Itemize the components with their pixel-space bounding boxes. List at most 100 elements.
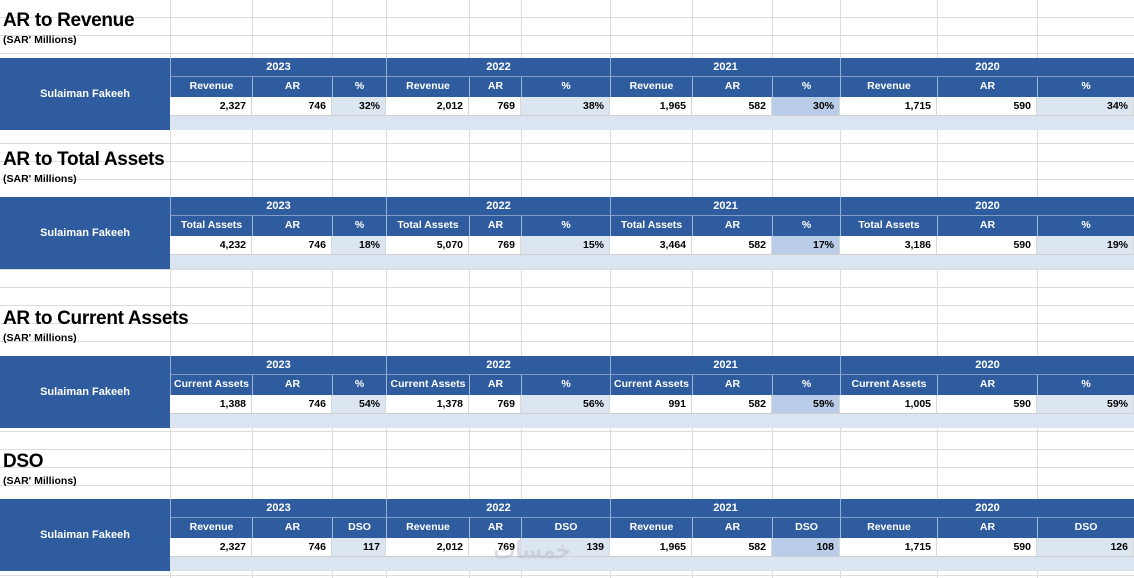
col-header-metric[interactable]: Revenue [170,518,252,538]
col-header-ar[interactable]: AR [252,518,332,538]
cell-ratio[interactable]: 54% [332,395,386,414]
col-header-metric[interactable]: Revenue [170,77,252,97]
col-header-metric[interactable]: Current Assets [610,375,692,395]
year-header-2021[interactable]: 2021 [610,58,840,77]
cell-metric[interactable]: 1,715 [840,97,937,116]
cell-ratio[interactable]: 139 [521,538,610,557]
year-header-2023[interactable]: 2023 [170,499,386,518]
col-header-metric[interactable]: Revenue [610,518,692,538]
cell-ratio[interactable]: 56% [521,395,610,414]
cell-metric[interactable]: 2,327 [170,97,252,116]
col-header-ratio[interactable]: % [1037,375,1134,395]
company-cell[interactable]: Sulaiman Fakeeh [0,499,170,571]
year-header-2023[interactable]: 2023 [170,58,386,77]
year-header-2023[interactable]: 2023 [170,197,386,216]
cell-metric[interactable]: 4,232 [170,236,252,255]
col-header-metric[interactable]: Current Assets [170,375,252,395]
col-header-metric[interactable]: Revenue [610,77,692,97]
col-header-ar[interactable]: AR [692,375,772,395]
col-header-ratio[interactable]: DSO [1037,518,1134,538]
col-header-ratio[interactable]: % [521,375,610,395]
col-header-ar[interactable]: AR [937,216,1037,236]
year-header-2020[interactable]: 2020 [840,197,1134,216]
cell-ar[interactable]: 582 [692,538,772,557]
col-header-ar[interactable]: AR [469,77,521,97]
company-cell[interactable]: Sulaiman Fakeeh [0,356,170,428]
cell-ratio[interactable]: 18% [332,236,386,255]
cell-ar[interactable]: 769 [469,538,521,557]
cell-ratio[interactable]: 19% [1037,236,1134,255]
cell-ar[interactable]: 746 [252,97,332,116]
col-header-ar[interactable]: AR [252,216,332,236]
col-header-metric[interactable]: Total Assets [610,216,692,236]
year-header-2022[interactable]: 2022 [386,499,610,518]
cell-metric[interactable]: 1,965 [610,97,692,116]
year-header-2021[interactable]: 2021 [610,499,840,518]
col-header-ratio[interactable]: DSO [521,518,610,538]
col-header-metric[interactable]: Total Assets [840,216,937,236]
cell-ar[interactable]: 582 [692,97,772,116]
cell-ratio[interactable]: 38% [521,97,610,116]
cell-ratio[interactable]: 126 [1037,538,1134,557]
col-header-ratio[interactable]: % [772,77,840,97]
col-header-ratio[interactable]: DSO [332,518,386,538]
year-header-2020[interactable]: 2020 [840,499,1134,518]
cell-metric[interactable]: 991 [610,395,692,414]
col-header-ar[interactable]: AR [252,375,332,395]
col-header-ar[interactable]: AR [692,216,772,236]
col-header-ar[interactable]: AR [937,77,1037,97]
col-header-ratio[interactable]: % [332,375,386,395]
cell-ratio[interactable]: 30% [772,97,840,116]
cell-ratio[interactable]: 15% [521,236,610,255]
cell-ratio[interactable]: 108 [772,538,840,557]
cell-ar[interactable]: 590 [937,236,1037,255]
col-header-metric[interactable]: Current Assets [386,375,469,395]
cell-metric[interactable]: 5,070 [386,236,469,255]
year-header-2022[interactable]: 2022 [386,58,610,77]
cell-metric[interactable]: 1,378 [386,395,469,414]
col-header-ratio[interactable]: % [1037,77,1134,97]
cell-ratio[interactable]: 17% [772,236,840,255]
col-header-metric[interactable]: Revenue [840,77,937,97]
year-header-2021[interactable]: 2021 [610,356,840,375]
col-header-ar[interactable]: AR [692,518,772,538]
cell-ratio[interactable]: 59% [1037,395,1134,414]
cell-ar[interactable]: 590 [937,97,1037,116]
company-cell[interactable]: Sulaiman Fakeeh [0,58,170,130]
year-header-2020[interactable]: 2020 [840,58,1134,77]
col-header-ratio[interactable]: % [1037,216,1134,236]
cell-ratio[interactable]: 32% [332,97,386,116]
col-header-metric[interactable]: Total Assets [170,216,252,236]
cell-ar[interactable]: 590 [937,538,1037,557]
cell-ar[interactable]: 746 [252,395,332,414]
cell-metric[interactable]: 2,012 [386,97,469,116]
col-header-ar[interactable]: AR [937,518,1037,538]
col-header-metric[interactable]: Current Assets [840,375,937,395]
cell-metric[interactable]: 1,388 [170,395,252,414]
year-header-2020[interactable]: 2020 [840,356,1134,375]
cell-ar[interactable]: 582 [692,395,772,414]
cell-metric[interactable]: 1,715 [840,538,937,557]
cell-ratio[interactable]: 59% [772,395,840,414]
cell-ar[interactable]: 582 [692,236,772,255]
year-header-2021[interactable]: 2021 [610,197,840,216]
col-header-ratio[interactable]: DSO [772,518,840,538]
col-header-metric[interactable]: Total Assets [386,216,469,236]
col-header-ar[interactable]: AR [469,518,521,538]
col-header-ar[interactable]: AR [937,375,1037,395]
col-header-ratio[interactable]: % [521,77,610,97]
company-cell[interactable]: Sulaiman Fakeeh [0,197,170,269]
col-header-ratio[interactable]: % [332,216,386,236]
cell-ar[interactable]: 769 [469,395,521,414]
cell-metric[interactable]: 3,464 [610,236,692,255]
cell-ar[interactable]: 746 [252,236,332,255]
year-header-2022[interactable]: 2022 [386,356,610,375]
cell-ar[interactable]: 769 [469,236,521,255]
col-header-ar[interactable]: AR [469,375,521,395]
col-header-ar[interactable]: AR [469,216,521,236]
cell-ar[interactable]: 746 [252,538,332,557]
cell-ratio[interactable]: 117 [332,538,386,557]
col-header-ratio[interactable]: % [332,77,386,97]
col-header-ar[interactable]: AR [252,77,332,97]
cell-metric[interactable]: 2,327 [170,538,252,557]
